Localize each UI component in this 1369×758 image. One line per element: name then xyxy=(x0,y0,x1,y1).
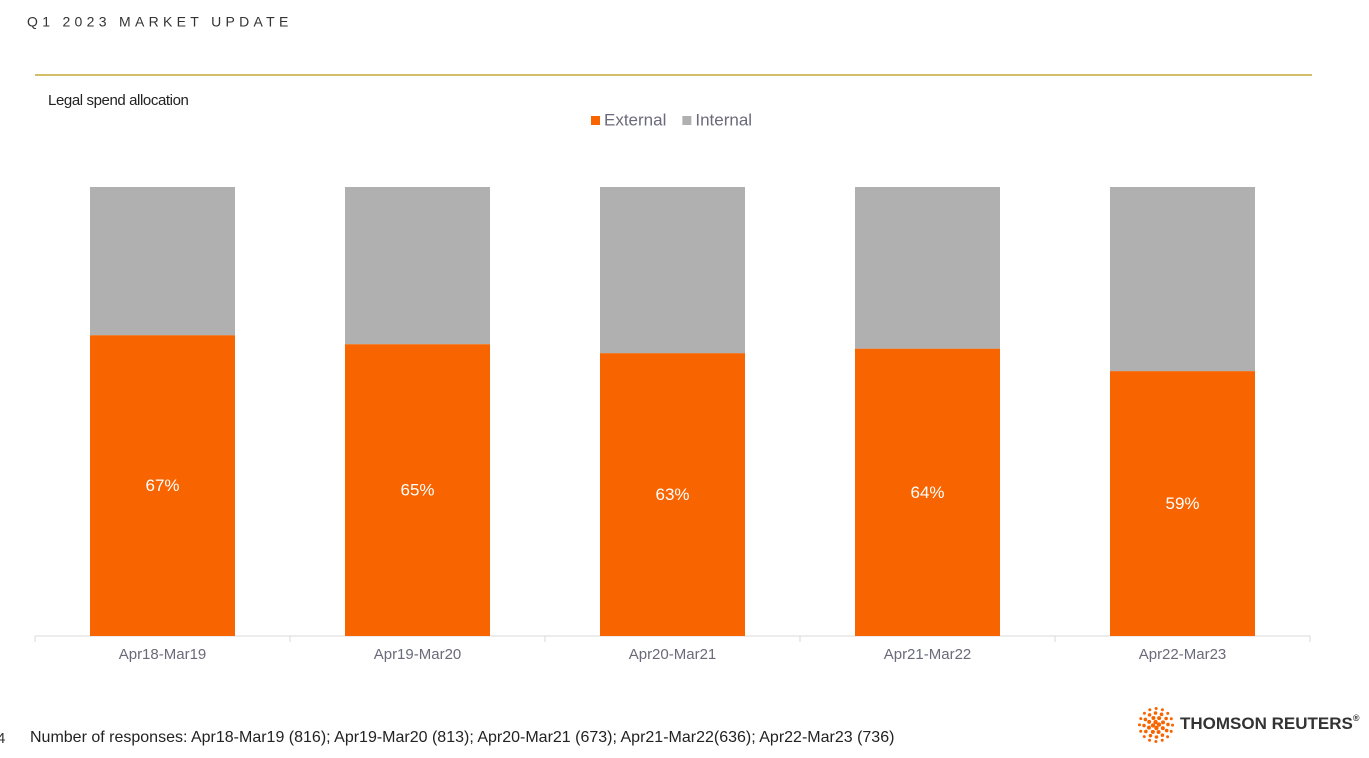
logo-dot xyxy=(1166,722,1170,727)
footnote: Number of responses: Apr18-Mar19 (816); … xyxy=(30,729,894,746)
logo-dot xyxy=(1160,726,1165,731)
logo-dot xyxy=(1157,716,1162,721)
page-number: 4 xyxy=(0,730,5,747)
logo-text: THOMSON REUTERS xyxy=(1180,714,1353,733)
logo-dot xyxy=(1153,719,1158,725)
logo-dot xyxy=(1151,715,1156,720)
x-tick-label: Apr18-Mar19 xyxy=(119,646,207,663)
bar-segment xyxy=(855,348,1000,636)
logo-dot xyxy=(1154,735,1159,739)
logo-dot xyxy=(1156,722,1162,727)
bar-segment xyxy=(600,353,745,636)
legend-label: External xyxy=(604,110,666,129)
data-label: 65% xyxy=(400,481,434,500)
logo-dot xyxy=(1147,719,1152,724)
data-label: 63% xyxy=(655,485,689,504)
logo-dot xyxy=(1160,708,1164,712)
logo-dot xyxy=(1153,711,1158,715)
logo-dot xyxy=(1156,730,1161,735)
logo-dot xyxy=(1148,733,1153,738)
logo-dot xyxy=(1164,716,1168,721)
logo-dot xyxy=(1154,707,1158,711)
logo-dot xyxy=(1143,717,1148,722)
logo-dot xyxy=(1148,738,1152,742)
logo: THOMSON REUTERS® xyxy=(1180,713,1360,733)
logo-dot xyxy=(1142,711,1146,715)
bar-segment xyxy=(90,335,235,636)
data-label: 64% xyxy=(910,483,944,502)
chart-title: Legal spend allocation xyxy=(48,92,189,109)
logo-dot xyxy=(1170,723,1174,727)
logo-dot xyxy=(1148,708,1152,712)
bar-segment xyxy=(1110,371,1255,636)
data-label: 59% xyxy=(1165,494,1199,513)
logo-dot xyxy=(1154,725,1159,731)
logo-mark xyxy=(1138,707,1174,743)
data-label: 67% xyxy=(145,476,179,495)
logo-dot xyxy=(1164,728,1169,733)
logo-dot xyxy=(1169,717,1173,721)
x-tick-label: Apr22-Mar23 xyxy=(1139,646,1227,663)
logo-dot xyxy=(1166,735,1170,739)
logo-dot xyxy=(1150,723,1156,728)
logo-dot xyxy=(1142,723,1146,728)
bar-segment xyxy=(90,187,235,336)
header: Q1 2023 MARKET UPDATE xyxy=(27,14,293,30)
logo-dot xyxy=(1142,735,1146,739)
logo-dot xyxy=(1160,738,1164,742)
logo-dot xyxy=(1147,713,1152,717)
logo-dot xyxy=(1146,725,1151,730)
logo-dot xyxy=(1160,733,1165,737)
logo-dot xyxy=(1150,729,1155,734)
x-tick-label: Apr21-Mar22 xyxy=(884,646,972,663)
logo-dot xyxy=(1139,729,1143,733)
logo-dot xyxy=(1154,739,1158,743)
bar-segment xyxy=(345,344,490,636)
logo-dot xyxy=(1169,729,1173,733)
x-tick-label: Apr20-Mar21 xyxy=(629,646,717,663)
legend-label: Internal xyxy=(695,110,752,129)
legend-swatch xyxy=(682,116,692,125)
legend-swatch xyxy=(591,116,600,125)
logo-dot xyxy=(1159,712,1164,717)
x-tick-label: Apr19-Mar20 xyxy=(374,646,462,663)
bar-segment xyxy=(855,187,1000,349)
logo-dot xyxy=(1139,717,1143,721)
logo-registered: ® xyxy=(1353,713,1360,723)
logo-dot xyxy=(1144,729,1148,734)
bar-segment xyxy=(345,187,490,345)
bar-segment xyxy=(600,187,745,354)
logo-dot xyxy=(1161,720,1166,725)
logo-dot xyxy=(1166,711,1170,715)
bar-segment xyxy=(1110,187,1255,372)
logo-dot xyxy=(1138,723,1142,727)
